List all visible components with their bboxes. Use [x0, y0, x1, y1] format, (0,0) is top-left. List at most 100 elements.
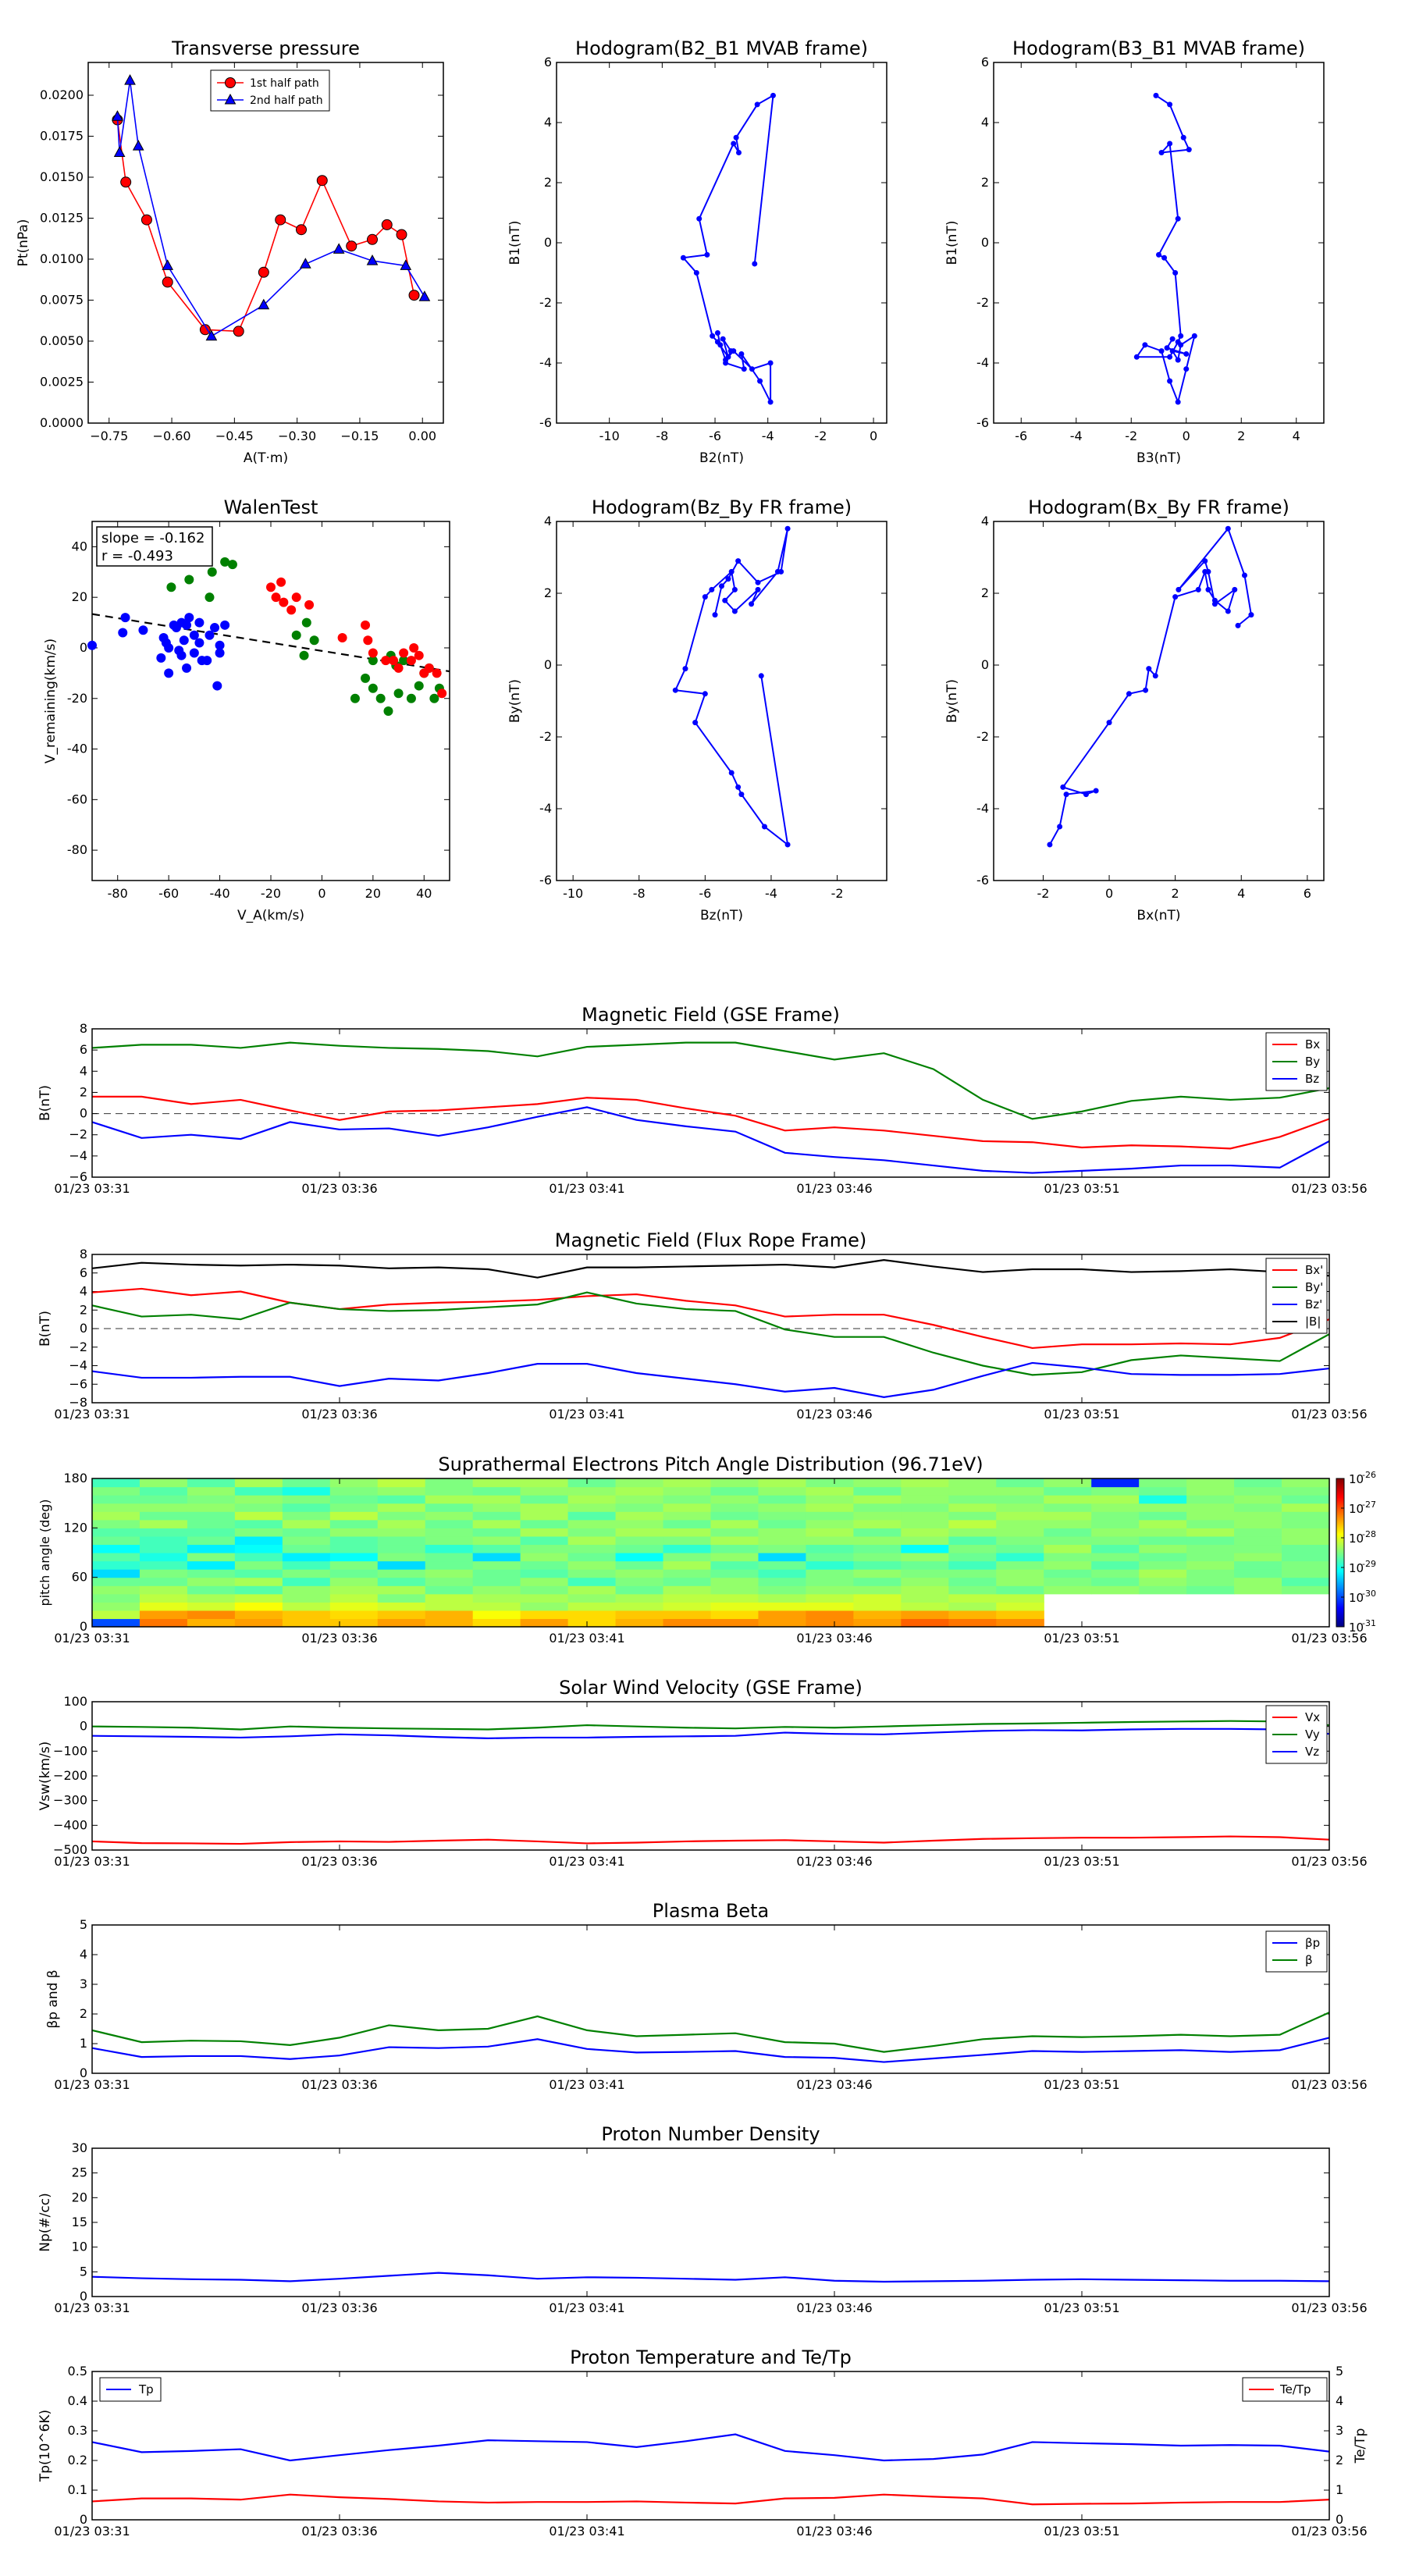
x-tick-label: 4 [1237, 886, 1245, 901]
right-tick-label: 4 [1336, 2393, 1343, 2408]
y-tick-label: −4 [69, 1148, 87, 1163]
heatmap-cell [615, 1519, 664, 1528]
data-point [258, 266, 269, 278]
colorbar-tick-exponent: -27 [1362, 1500, 1376, 1510]
data-point [1161, 254, 1168, 261]
heatmap-cell [187, 1528, 236, 1537]
heatmap-cell [806, 1519, 854, 1528]
heatmap-cell [1091, 1553, 1140, 1562]
y-tick-label: 0 [80, 2065, 87, 2080]
heatmap-cell [520, 1593, 569, 1603]
heatmap-cell [1044, 1577, 1092, 1586]
y-tick-label: 1 [80, 2036, 87, 2051]
data-point [346, 240, 357, 252]
heatmap-cell [901, 1519, 949, 1528]
y-axis-label: B1(nT) [944, 221, 960, 265]
data-point [731, 586, 738, 592]
colorbar-tick-exponent: -26 [1362, 1470, 1376, 1480]
x-tick-label: 40 [416, 886, 432, 901]
x-tick-label: 0 [870, 429, 877, 443]
heatmap-cell [853, 1553, 902, 1562]
x-axis-label: V_A(km/s) [237, 908, 304, 923]
heatmap-cell [187, 1593, 236, 1603]
heatmap-cell [948, 1577, 997, 1586]
data-point [1175, 399, 1181, 405]
heatmap-cell [710, 1553, 759, 1562]
data-point [1183, 366, 1190, 372]
data-point [731, 608, 738, 614]
legend-label: By [1305, 1055, 1320, 1069]
scatter-point [361, 620, 371, 630]
x-axis-label: Bx(nT) [1136, 908, 1180, 923]
heatmap-cell [996, 1569, 1044, 1578]
heatmap-cell [1186, 1544, 1235, 1553]
series-line-β [91, 2012, 1330, 2053]
scatter-point [202, 656, 212, 666]
data-point [1178, 342, 1184, 348]
heatmap-cell [520, 1618, 569, 1628]
hodogram-b3-b1-panel: Hodogram(B3_B1 MVAB frame) -6 -4 -2 0 2 4 -6 -4 -… [944, 37, 1325, 466]
time-tick-label: 01/23 03:36 [301, 1181, 377, 1196]
heatmap-cell [806, 1553, 854, 1562]
heatmap-cell [139, 1478, 188, 1488]
heatmap-cell [758, 1511, 807, 1521]
r-text: r = -0.493 [101, 548, 173, 564]
heatmap-cell [853, 1585, 902, 1595]
heatmap-cell [663, 1585, 712, 1595]
y-tick-label: -6 [976, 415, 989, 430]
legend-label: Vz [1305, 1745, 1319, 1759]
heatmap-cell [329, 1577, 379, 1586]
x-tick-label: -4 [762, 429, 774, 443]
scatter-point [215, 640, 225, 650]
scatter-point [182, 620, 192, 630]
heatmap-cell [948, 1503, 997, 1512]
plot-frame [91, 1701, 1330, 1851]
data-point [1172, 270, 1179, 276]
heatmap-cell [187, 1503, 236, 1512]
scatter-point [184, 575, 194, 585]
data-point [758, 673, 764, 679]
plot-frame [993, 62, 1325, 424]
data-point [761, 824, 767, 830]
data-point [1047, 841, 1053, 848]
colorbar-tick-base: 10 [1349, 1621, 1364, 1635]
heatmap-cell [1139, 1560, 1187, 1570]
heatmap-cell [1186, 1577, 1235, 1586]
hodogram-path [674, 528, 789, 847]
scatter-point [286, 605, 297, 615]
heatmap-cell [1186, 1585, 1235, 1595]
data-point [733, 134, 739, 141]
y-tick-label: 0.0150 [40, 169, 84, 184]
heatmap-cell [92, 1618, 140, 1628]
heatmap-cell [996, 1511, 1044, 1521]
y-tick-label: -2 [539, 729, 552, 744]
plasma-beta-panel: Plasma Beta 0 1 2 3 4 5 βp and β 01/23 03:31 01/2… [45, 1900, 1368, 2092]
heatmap-cell [663, 1486, 712, 1496]
heatmap-cell [234, 1503, 283, 1512]
heatmap-cell [377, 1544, 426, 1553]
data-point [1172, 594, 1179, 600]
heatmap-cell [187, 1495, 236, 1504]
heatmap-cell [758, 1569, 807, 1578]
slope-text: slope = -0.162 [101, 530, 205, 546]
time-tick-label: 01/23 03:31 [54, 1854, 130, 1869]
heatmap-cell [996, 1544, 1044, 1553]
magnetic-field-flux-rope-panel: Magnetic Field (Flux Rope Frame) −8 −6 −4 −2… [37, 1229, 1368, 1421]
heatmap-cell [139, 1495, 188, 1504]
data-point [752, 261, 758, 267]
heatmap-cell [615, 1560, 664, 1570]
heatmap-cell [663, 1602, 712, 1611]
heatmap-cell [710, 1535, 759, 1546]
heatmap-cell [1282, 1519, 1330, 1528]
heatmap-cell [1044, 1535, 1092, 1546]
heatmap-cell [472, 1511, 521, 1521]
y-tick-label: 0.4 [68, 2393, 87, 2408]
legend-label: 1st half path [250, 77, 319, 90]
hodogram-b2-b1-panel: Hodogram(B2_B1 MVAB frame) -10 -8 -6 -4 -2 0 -6… [507, 37, 887, 466]
x-tick-label: -4 [1070, 429, 1083, 443]
data-point [1093, 788, 1099, 794]
x-tick-label: 0 [1105, 886, 1113, 901]
scatter-point [164, 668, 174, 678]
heatmap-cell [1044, 1544, 1092, 1553]
scatter-point [266, 582, 276, 592]
